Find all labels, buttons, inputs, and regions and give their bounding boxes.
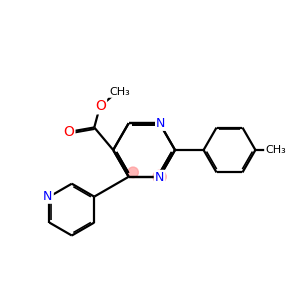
Circle shape (128, 167, 138, 178)
Text: N: N (43, 190, 52, 202)
Text: N: N (156, 117, 165, 130)
Text: N: N (155, 171, 164, 184)
Text: CH₃: CH₃ (265, 145, 286, 155)
Text: O: O (64, 125, 74, 139)
Text: CH₃: CH₃ (109, 87, 130, 97)
Text: N: N (43, 190, 52, 202)
Text: N: N (156, 117, 165, 130)
Text: N: N (155, 171, 164, 184)
Circle shape (153, 170, 166, 183)
Text: O: O (95, 99, 106, 113)
